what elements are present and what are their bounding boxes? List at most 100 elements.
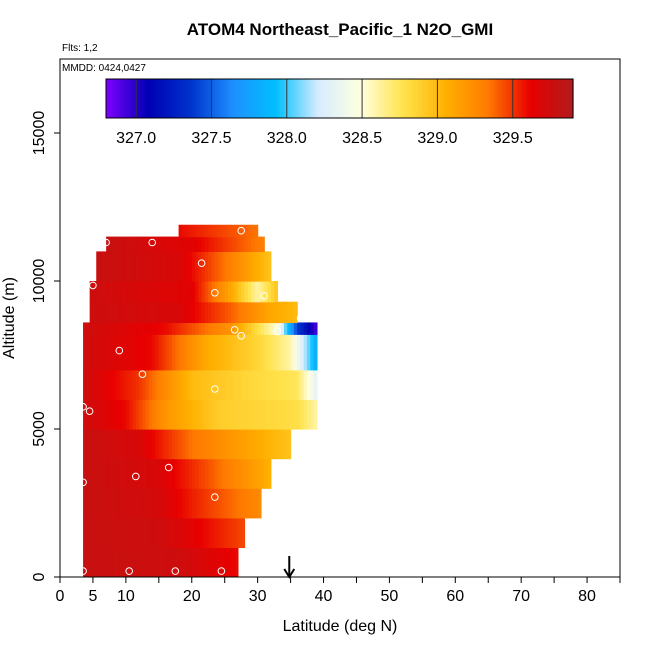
heatmap-cell [185,399,190,430]
heatmap-cell [313,322,318,335]
heatmap-cell [168,488,173,519]
colorbar-cell [308,79,312,118]
heatmap-cell [231,334,236,371]
heatmap-cell [195,251,199,282]
heatmap-cell [211,399,216,430]
heatmap-cell [214,517,219,548]
heatmap-cell [191,281,196,303]
heatmap-cell [247,322,252,335]
heatmap-cell [228,458,232,489]
heatmap-cell [96,369,101,400]
colorbar-cell [189,79,193,118]
colorbar-cell [523,79,527,118]
heatmap-cell [148,399,153,430]
observation-point [79,478,87,487]
heatmap-cell [165,251,170,282]
heatmap-cell [162,236,167,252]
heatmap-cell [260,251,265,282]
heatmap-cell [155,458,160,489]
heatmap-cell [125,334,130,371]
heatmap-cell [214,301,219,324]
heatmap-cell [224,488,229,519]
colorbar-cell [336,79,341,118]
observation-point [125,567,133,575]
heatmap-cell [168,458,173,489]
heatmap-cell [148,517,153,548]
heatmap-cell [139,429,143,460]
heatmap-cell [181,547,186,577]
heatmap-cell [148,236,153,252]
heatmap-cell [198,517,203,548]
heatmap-cell [221,517,226,548]
colorbar-cell [541,79,546,118]
colorbar-cell [217,79,221,118]
heatmap-cell [247,458,252,489]
colorbar-cell [339,79,343,118]
heatmap-cell [264,334,269,371]
colorbar-cell [347,79,351,118]
heatmap-cell [264,251,269,282]
heatmap-cell [257,369,262,400]
heatmap-cell [145,399,150,430]
heatmap-cell [168,369,173,400]
heatmap-cell [181,369,186,400]
heatmap-cell [92,488,97,519]
heatmap-cell [122,236,127,252]
heatmap-cell [165,517,170,548]
heatmap-cell [208,322,213,335]
colorbar-cell [329,79,333,118]
colorbar-cell [287,79,291,118]
colorbar-cell [518,79,522,118]
heatmap-cell [132,322,137,335]
heatmap-cell [251,458,255,489]
heatmap-cell [122,322,127,335]
heatmap-cell [208,547,213,577]
heatmap-cell [251,322,255,335]
heatmap-cell [218,224,223,238]
heatmap-cell [132,547,137,577]
heatmap-cell [155,369,160,400]
heatmap-cell [237,322,242,335]
heatmap-cell [280,322,285,335]
heatmap-cell [201,488,206,519]
heatmap-cell [247,236,252,252]
colorbar-cell [484,79,488,118]
heatmap-cell [165,488,170,519]
heatmap-cell [188,322,193,335]
heatmap-cell [218,458,223,489]
heatmap-cell [83,334,87,371]
heatmap-cell [221,301,226,324]
heatmap-cell [201,281,206,303]
heatmap-cell [106,488,111,519]
heatmap-cell [307,369,311,400]
heatmap-cell [211,517,216,548]
heatmap-cell [125,369,130,400]
heatmap-cell [139,334,143,371]
heatmap-cell [201,458,206,489]
heatmap-cell [135,236,140,252]
heatmap-cell [162,458,167,489]
heatmap-cell [175,251,180,282]
colorbar-cell [225,79,229,118]
heatmap-cell [99,488,104,519]
heatmap-cell [224,251,229,282]
heatmap-cell [139,281,143,303]
heatmap-cell [191,399,196,430]
heatmap-cell [228,334,232,371]
heatmap-cell [181,429,186,460]
heatmap-cell [191,429,196,460]
heatmap-cell [231,399,236,430]
heatmap-cell [99,301,104,324]
heatmap-cell [152,547,157,577]
heatmap-cell [234,399,239,430]
heatmap-cell [83,488,87,519]
heatmap-cell [211,301,216,324]
heatmap-cell [132,488,137,519]
colorbar-cell [502,79,507,118]
heatmap-cell [254,334,259,371]
heatmap-cell [313,399,318,430]
heatmap-cell [224,334,229,371]
heatmap-cell [122,334,127,371]
heatmap-cell [260,334,265,371]
heatmap-cell [221,334,226,371]
